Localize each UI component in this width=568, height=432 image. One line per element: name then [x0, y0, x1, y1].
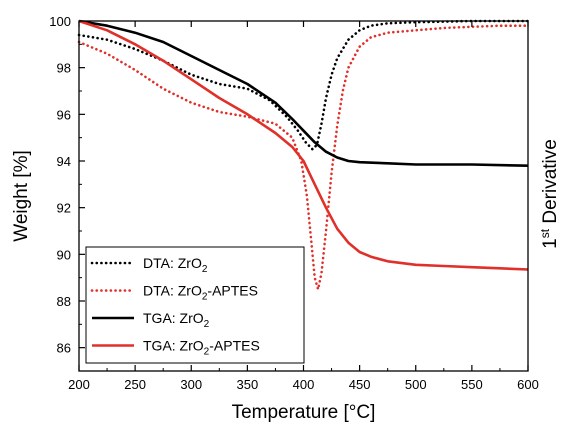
x-tick-label: 300 — [180, 377, 202, 392]
x-tick-label: 550 — [461, 377, 483, 392]
y-tick-label: 96 — [57, 107, 71, 122]
series-line-4 — [78, 19, 529, 271]
plot-area — [77, 19, 530, 291]
y-tick-label: 92 — [57, 201, 71, 216]
series-line-1 — [77, 19, 530, 151]
secondary-y-axis-title: 1st Derivative — [538, 139, 561, 249]
y-tick-label: 94 — [57, 154, 71, 169]
y-tick-label: 98 — [57, 61, 71, 76]
x-tick-label: 200 — [68, 377, 90, 392]
x-tick-label: 400 — [293, 377, 315, 392]
y-axis-title: Weight [%] — [11, 150, 32, 242]
secondary-y-axis-title-base: 1 — [540, 238, 561, 249]
y-tick-label: 90 — [57, 247, 71, 262]
legend-box — [85, 246, 305, 364]
legend-label-1: DTA: ZrO2 — [143, 255, 208, 275]
x-tick-label: 450 — [349, 377, 371, 392]
x-tick-label: 500 — [405, 377, 427, 392]
x-tick-label: 350 — [237, 377, 259, 392]
series-line-2 — [77, 24, 530, 291]
y-tick-label: 100 — [49, 14, 71, 29]
secondary-y-axis-title-rest: Derivative — [540, 139, 561, 229]
legend-label-4: TGA: ZrO2-APTES — [143, 338, 260, 358]
axes: 200 250 300 350 400 450 500 550 600 86 88 90 92 94 96 9… — [49, 14, 539, 392]
legend-label-3: TGA: ZrO2 — [143, 310, 210, 330]
y-tick-label: 86 — [57, 341, 71, 356]
y-tick-label: 88 — [57, 294, 71, 309]
legend: DTA: ZrO2 DTA: ZrO2-APTES TGA: ZrO2 TGA: Zr… — [85, 246, 305, 364]
secondary-y-axis-title-sup: st — [538, 228, 552, 238]
x-tick-label: 250 — [124, 377, 146, 392]
x-tick-label: 600 — [517, 377, 539, 392]
legend-label-2: DTA: ZrO2-APTES — [143, 283, 258, 303]
x-axis-title: Temperature [°C] — [232, 402, 376, 423]
series-line-3 — [78, 19, 529, 167]
